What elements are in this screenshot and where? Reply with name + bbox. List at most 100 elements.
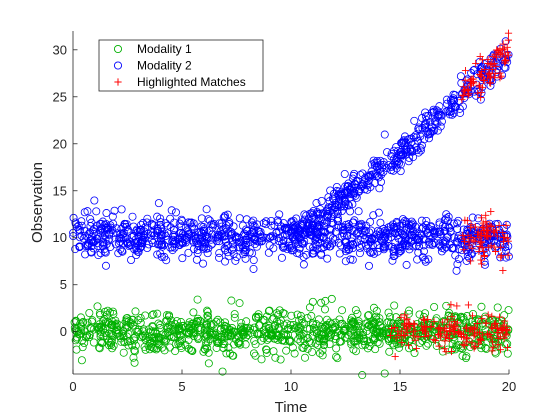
highlighted-match-point [431, 337, 439, 345]
modality-2-point [453, 260, 462, 269]
modality-1-point [238, 328, 247, 337]
modality-1-point [131, 332, 140, 341]
x-tick-label: 10 [284, 379, 298, 394]
modality-1-point [204, 359, 213, 368]
modality-2-point [166, 223, 175, 232]
modality-2-point [498, 71, 507, 80]
modality-2-point [334, 190, 343, 199]
modality-2-point [428, 239, 437, 248]
modality-1-point [264, 307, 273, 316]
highlighted-match-point [455, 328, 463, 336]
highlighted-match-point [460, 83, 468, 91]
modality-2-point [419, 241, 428, 250]
modality-1-point [314, 341, 323, 350]
modality-1-point [384, 308, 393, 317]
modality-1-point [388, 339, 397, 348]
highlighted-match-point [465, 90, 473, 98]
y-tick-label: 30 [53, 42, 67, 57]
modality-2-point [402, 260, 411, 269]
modality-1-point [236, 324, 245, 333]
modality-2-point [373, 171, 382, 180]
modality-1-point [331, 318, 340, 327]
highlighted-match-point [386, 331, 395, 340]
modality-2-point [191, 234, 200, 243]
modality-2-point [418, 253, 427, 262]
highlighted-match-point [464, 91, 472, 99]
highlighted-match-point [453, 302, 461, 310]
y-axis-label: Observation [29, 162, 46, 243]
highlighted-match-point [484, 331, 492, 339]
modality-2-point [355, 249, 364, 258]
highlighted-match-point [496, 346, 505, 354]
modality-2-point [156, 232, 165, 241]
highlighted-match-point [478, 315, 486, 323]
modality-1-point [405, 306, 414, 315]
modality-2-point [376, 218, 385, 227]
modality-2-point [229, 240, 238, 249]
modality-2-point [340, 169, 349, 178]
modality-2-point [259, 219, 268, 228]
modality-2-point [376, 160, 385, 169]
modality-2-point [96, 249, 105, 258]
modality-2-point [416, 146, 425, 155]
modality-1-point [220, 339, 229, 348]
modality-2-point [241, 254, 250, 263]
modality-1-point [482, 344, 491, 353]
modality-2-point [94, 251, 103, 260]
modality-1-point [179, 321, 188, 330]
modality-2-point [118, 247, 127, 256]
modality-1-point [296, 311, 305, 320]
modality-2-point [106, 242, 115, 251]
modality-2-point [224, 229, 233, 238]
highlighted-match-point [483, 221, 491, 229]
modality-2-point [420, 255, 429, 264]
highlighted-match-point [493, 328, 501, 337]
modality-2-point [369, 211, 378, 220]
modality-2-point [242, 225, 251, 234]
modality-1-point [405, 336, 414, 345]
modality-2-point [446, 227, 455, 236]
modality-2-point [501, 37, 510, 46]
modality-2-point [71, 245, 80, 254]
modality-1-point [251, 351, 260, 360]
modality-2-point [469, 66, 478, 75]
modality-2-point [155, 240, 164, 249]
highlighted-match-point [495, 49, 503, 57]
modality-2-point [249, 225, 258, 234]
highlighted-match-point [487, 207, 495, 216]
modality-1-point [98, 339, 107, 348]
modality-1-point [115, 332, 124, 341]
modality-1-point [263, 335, 272, 344]
highlighted-match-point [468, 339, 476, 347]
modality-2-point [221, 257, 230, 266]
modality-1-point [354, 321, 363, 330]
modality-2-point [170, 218, 179, 227]
modality-2-point [235, 214, 244, 223]
modality-2-point [226, 231, 235, 240]
modality-2-point [387, 166, 396, 175]
modality-1-point [72, 345, 81, 354]
modality-1-point [373, 338, 382, 347]
modality-2-point [352, 238, 361, 247]
modality-2-point [442, 214, 451, 223]
modality-2-point [215, 253, 224, 262]
highlighted-match-point [467, 224, 475, 232]
modality-2-point [143, 243, 152, 252]
modality-1-point [153, 344, 162, 353]
modality-2-point [147, 236, 156, 245]
modality-1-point [141, 311, 150, 320]
highlighted-match-point [409, 332, 417, 340]
highlighted-match-point [477, 260, 486, 268]
modality-2-point [343, 188, 352, 197]
modality-2-point [323, 209, 332, 218]
modality-1-point [363, 319, 372, 328]
modality-2-point [488, 63, 497, 72]
modality-2-point [396, 167, 405, 176]
modality-1-point [305, 303, 314, 312]
x-tick-label: 20 [502, 379, 516, 394]
modality-2-point [220, 244, 229, 253]
modality-2-point [117, 225, 126, 234]
highlighted-match-point [421, 329, 430, 337]
modality-1-point [163, 316, 172, 325]
modality-2-point [192, 255, 201, 264]
